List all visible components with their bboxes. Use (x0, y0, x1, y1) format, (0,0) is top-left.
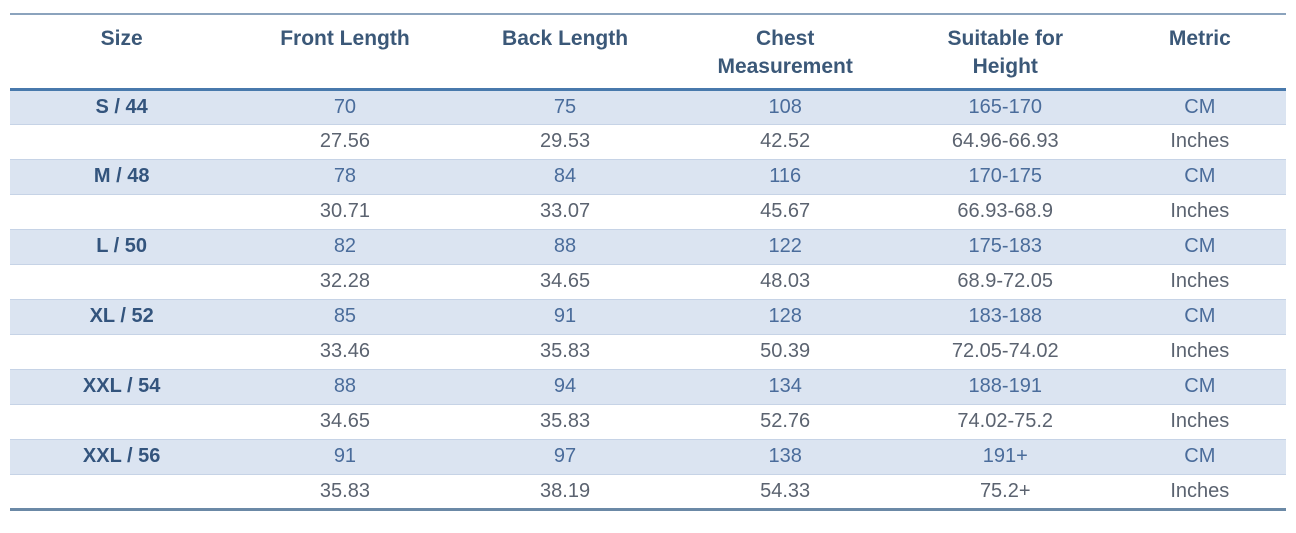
size-value (10, 124, 234, 160)
height-value: 175-183 (896, 228, 1114, 265)
size-chart-body: S / 44 70 75 108 165-170 CM 27.56 29.53 … (10, 88, 1286, 510)
height-value: 66.93-68.9 (896, 194, 1114, 230)
chest-value: 128 (673, 298, 897, 335)
height-value: 75.2+ (896, 474, 1114, 510)
chest-value: 52.76 (673, 404, 897, 440)
metric-value: CM (1113, 158, 1286, 195)
size-value: S / 44 (10, 88, 234, 125)
table-row: L / 50 82 88 122 175-183 CM (10, 228, 1286, 265)
height-value: 188-191 (896, 368, 1114, 405)
table-row: 32.28 34.65 48.03 68.9-72.05 Inches (10, 264, 1286, 300)
height-value: 165-170 (896, 88, 1114, 125)
column-header-chest-measurement: Chest Measurement (673, 14, 897, 91)
chest-value: 45.67 (673, 194, 897, 230)
column-header-size: Size (10, 14, 234, 91)
chest-value: 134 (673, 368, 897, 405)
chest-value: 54.33 (673, 474, 897, 510)
back-length-value: 88 (456, 228, 674, 265)
table-row: 34.65 35.83 52.76 74.02-75.2 Inches (10, 404, 1286, 440)
back-length-value: 84 (456, 158, 674, 195)
front-length-value: 78 (233, 158, 457, 195)
metric-value: Inches (1113, 124, 1286, 160)
size-value: XL / 52 (10, 298, 234, 335)
table-row: 27.56 29.53 42.52 64.96-66.93 Inches (10, 124, 1286, 160)
height-value: 183-188 (896, 298, 1114, 335)
metric-value: CM (1113, 298, 1286, 335)
column-header-metric: Metric (1113, 14, 1286, 91)
back-length-value: 29.53 (456, 124, 674, 160)
table-row: 35.83 38.19 54.33 75.2+ Inches (10, 474, 1286, 510)
metric-value: Inches (1113, 264, 1286, 300)
front-length-value: 88 (233, 368, 457, 405)
front-length-value: 34.65 (233, 404, 457, 440)
metric-value: CM (1113, 368, 1286, 405)
front-length-value: 70 (233, 88, 457, 125)
back-length-value: 91 (456, 298, 674, 335)
table-row: XL / 52 85 91 128 183-188 CM (10, 298, 1286, 335)
back-length-value: 34.65 (456, 264, 674, 300)
column-header-suitable-height: Suitable for Height (896, 14, 1114, 91)
size-chart-container: Size Front Length Back Length Chest Meas… (10, 13, 1286, 511)
front-length-value: 33.46 (233, 334, 457, 370)
front-length-value: 35.83 (233, 474, 457, 510)
front-length-value: 32.28 (233, 264, 457, 300)
table-row: XXL / 56 91 97 138 191+ CM (10, 438, 1286, 475)
header-row: Size Front Length Back Length Chest Meas… (10, 14, 1286, 91)
column-header-front-length: Front Length (233, 14, 457, 91)
front-length-value: 85 (233, 298, 457, 335)
back-length-value: 35.83 (456, 334, 674, 370)
metric-value: Inches (1113, 194, 1286, 230)
chest-value: 122 (673, 228, 897, 265)
height-value: 170-175 (896, 158, 1114, 195)
size-chart-header: Size Front Length Back Length Chest Meas… (10, 14, 1286, 91)
back-length-value: 94 (456, 368, 674, 405)
back-length-value: 33.07 (456, 194, 674, 230)
table-row: XXL / 54 88 94 134 188-191 CM (10, 368, 1286, 405)
front-length-value: 30.71 (233, 194, 457, 230)
front-length-value: 82 (233, 228, 457, 265)
chest-value: 138 (673, 438, 897, 475)
size-value (10, 474, 234, 510)
back-length-value: 97 (456, 438, 674, 475)
table-row: S / 44 70 75 108 165-170 CM (10, 88, 1286, 125)
height-value: 68.9-72.05 (896, 264, 1114, 300)
size-value: L / 50 (10, 228, 234, 265)
chest-value: 116 (673, 158, 897, 195)
height-value: 74.02-75.2 (896, 404, 1114, 440)
metric-value: Inches (1113, 334, 1286, 370)
size-value (10, 404, 234, 440)
chest-value: 42.52 (673, 124, 897, 160)
chest-value: 108 (673, 88, 897, 125)
size-chart-table: Size Front Length Back Length Chest Meas… (10, 13, 1286, 511)
height-value: 191+ (896, 438, 1114, 475)
column-header-back-length: Back Length (456, 14, 674, 91)
back-length-value: 35.83 (456, 404, 674, 440)
front-length-value: 27.56 (233, 124, 457, 160)
front-length-value: 91 (233, 438, 457, 475)
size-value (10, 194, 234, 230)
table-row: 30.71 33.07 45.67 66.93-68.9 Inches (10, 194, 1286, 230)
chest-value: 50.39 (673, 334, 897, 370)
table-row: 33.46 35.83 50.39 72.05-74.02 Inches (10, 334, 1286, 370)
metric-value: CM (1113, 88, 1286, 125)
metric-value: Inches (1113, 404, 1286, 440)
table-row: M / 48 78 84 116 170-175 CM (10, 158, 1286, 195)
size-value: M / 48 (10, 158, 234, 195)
back-length-value: 38.19 (456, 474, 674, 510)
size-value (10, 264, 234, 300)
height-value: 72.05-74.02 (896, 334, 1114, 370)
chest-value: 48.03 (673, 264, 897, 300)
size-value (10, 334, 234, 370)
size-value: XXL / 56 (10, 438, 234, 475)
metric-value: Inches (1113, 474, 1286, 510)
back-length-value: 75 (456, 88, 674, 125)
metric-value: CM (1113, 228, 1286, 265)
size-value: XXL / 54 (10, 368, 234, 405)
metric-value: CM (1113, 438, 1286, 475)
height-value: 64.96-66.93 (896, 124, 1114, 160)
